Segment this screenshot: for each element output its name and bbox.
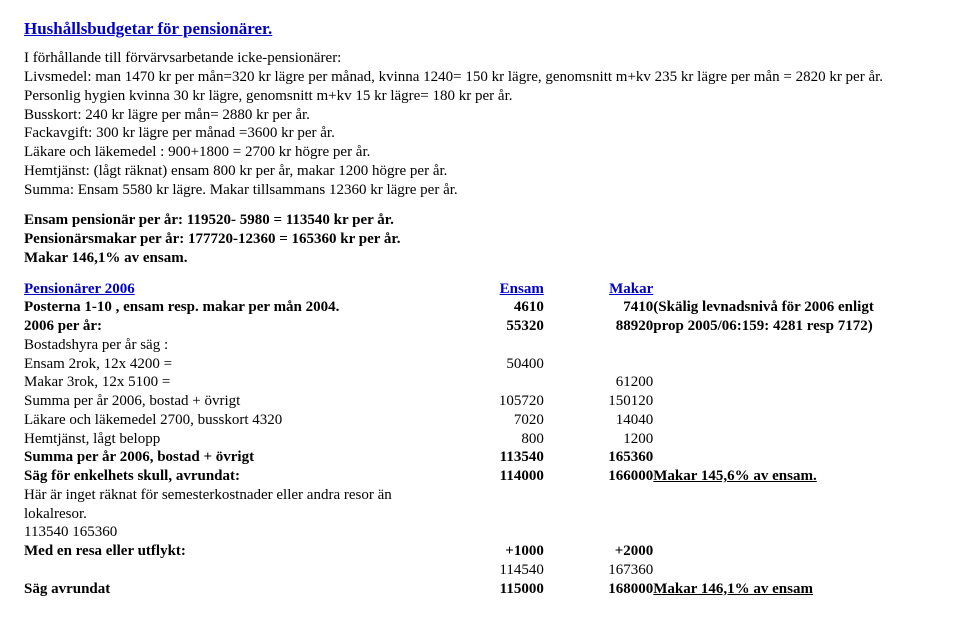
summary-line: Pensionärsmakar per år: 177720-12360 = 1… [24,231,400,247]
intro-line: Läkare och läkemedel : 900+1800 = 2700 k… [24,144,370,160]
summary-line: Makar 146,1% av ensam. [24,250,187,266]
row-extra [653,542,936,561]
table-row: 113540 165360 [24,523,936,542]
row-extra: (Skälig levnadsnivå för 2006 enligt [653,298,936,317]
table-row: Summa per år 2006, bostad + övrigt113540… [24,448,936,467]
intro-paragraph: I förhållande till förvärvsarbetande ick… [24,49,936,199]
row-label: Säg avrundat [24,580,434,599]
row-makar: 88920 [544,317,653,336]
row-ensam [434,486,543,524]
row-extra [653,448,936,467]
row-makar [544,355,653,374]
summary-paragraph: Ensam pensionär per år: 119520- 5980 = 1… [24,211,936,267]
intro-line: Fackavgift: 300 kr lägre per månad =3600… [24,125,335,141]
intro-line: I förhållande till förvärvsarbetande ick… [24,50,341,66]
row-label: 113540 165360 [24,523,434,542]
budget-table: Pensionärer 2006 Ensam Makar Posterna 1-… [24,280,936,599]
row-extra [653,523,936,542]
row-ensam [434,336,543,355]
intro-line: Busskort: 240 kr lägre per mån= 2880 kr … [24,107,310,123]
row-label: Makar 3rok, 12x 5100 = [24,373,434,392]
row-ensam: +1000 [434,542,543,561]
row-label [24,561,434,580]
intro-line: Summa: Ensam 5580 kr lägre. Makar tillsa… [24,182,458,198]
row-makar: 14040 [544,411,653,430]
table-row: Säg för enkelhets skull, avrundat:114000… [24,467,936,486]
row-makar [544,523,653,542]
row-label: Summa per år 2006, bostad + övrigt [24,448,434,467]
table-row: Läkare och läkemedel 2700, busskort 4320… [24,411,936,430]
table-header-label: Pensionärer 2006 [24,281,135,297]
row-makar: 7410 [544,298,653,317]
row-extra: prop 2005/06:159: 4281 resp 7172) [653,317,936,336]
table-row: Säg avrundat115000168000Makar 146,1% av … [24,580,936,599]
row-ensam: 4610 [434,298,543,317]
row-makar: 165360 [544,448,653,467]
row-label: Läkare och läkemedel 2700, busskort 4320 [24,411,434,430]
row-makar: 150120 [544,392,653,411]
row-ensam: 7020 [434,411,543,430]
row-ensam [434,373,543,392]
row-extra: Makar 145,6% av ensam. [653,467,936,486]
row-extra [653,336,936,355]
row-makar [544,486,653,524]
row-ensam: 115000 [434,580,543,599]
table-row: Här är inget räknat för semesterkostnade… [24,486,936,524]
row-ensam: 50400 [434,355,543,374]
row-extra [653,355,936,374]
row-extra [653,561,936,580]
table-header-row: Pensionärer 2006 Ensam Makar [24,280,936,299]
row-makar: 61200 [544,373,653,392]
table-row: Makar 3rok, 12x 5100 = 61200 [24,373,936,392]
row-makar [544,336,653,355]
row-extra [653,430,936,449]
table-row: Med en resa eller utflykt:+1000+2000 [24,542,936,561]
row-label: Summa per år 2006, bostad + övrigt [24,392,434,411]
row-label: Med en resa eller utflykt: [24,542,434,561]
summary-line: Ensam pensionär per år: 119520- 5980 = 1… [24,212,394,228]
row-label: Bostadshyra per år säg : [24,336,434,355]
table-row: 114540167360 [24,561,936,580]
table-row: Hemtjänst, lågt belopp8001200 [24,430,936,449]
row-ensam: 114000 [434,467,543,486]
row-makar: 168000 [544,580,653,599]
row-extra [653,411,936,430]
row-ensam: 55320 [434,317,543,336]
row-makar: +2000 [544,542,653,561]
row-extra [653,392,936,411]
table-header-makar: Makar [609,281,653,297]
row-label: 2006 per år: [24,317,434,336]
row-label: Här är inget räknat för semesterkostnade… [24,486,434,524]
row-label: Posterna 1-10 , ensam resp. makar per må… [24,298,434,317]
intro-line: Personlig hygien kvinna 30 kr lägre, gen… [24,88,513,104]
row-makar: 166000 [544,467,653,486]
row-label: Säg för enkelhets skull, avrundat: [24,467,434,486]
row-ensam: 800 [434,430,543,449]
row-ensam: 113540 [434,448,543,467]
row-ensam [434,523,543,542]
table-row: Posterna 1-10 , ensam resp. makar per må… [24,298,936,317]
row-label: Ensam 2rok, 12x 4200 = [24,355,434,374]
row-ensam: 114540 [434,561,543,580]
intro-line: Hemtjänst: (lågt räknat) ensam 800 kr pe… [24,163,447,179]
page-title: Hushållsbudgetar för pensionärer. [24,18,936,39]
table-row: 2006 per år:5532088920 prop 2005/06:159:… [24,317,936,336]
table-row: Ensam 2rok, 12x 4200 =50400 [24,355,936,374]
row-ensam: 105720 [434,392,543,411]
row-label: Hemtjänst, lågt belopp [24,430,434,449]
table-row: Summa per år 2006, bostad + övrigt105720… [24,392,936,411]
row-extra [653,486,936,524]
table-header-ensam: Ensam [500,281,544,297]
row-extra: Makar 146,1% av ensam [653,580,936,599]
table-row: Bostadshyra per år säg : [24,336,936,355]
row-makar: 1200 [544,430,653,449]
intro-line: Livsmedel: man 1470 kr per mån=320 kr lä… [24,69,883,85]
row-makar: 167360 [544,561,653,580]
row-extra [653,373,936,392]
